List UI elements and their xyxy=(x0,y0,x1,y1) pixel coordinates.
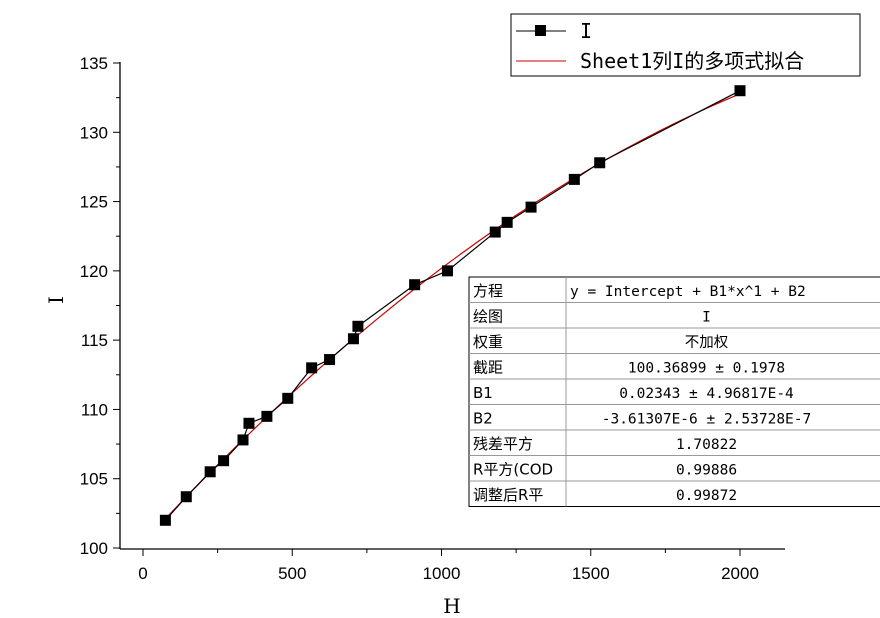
y-tick-label: 120 xyxy=(80,262,108,281)
data-point xyxy=(306,362,318,374)
y-tick-label: 130 xyxy=(80,123,108,142)
y-tick-label: 100 xyxy=(80,539,108,558)
data-point xyxy=(347,333,359,345)
table-row-value: 0.99886 xyxy=(676,463,737,479)
data-point xyxy=(204,466,216,478)
table-row-label: B2 xyxy=(473,410,493,428)
fit-curve xyxy=(164,93,741,520)
x-axis-title: H xyxy=(443,594,460,618)
x-tick-label: 0 xyxy=(138,564,147,583)
data-point xyxy=(594,157,606,169)
data-point xyxy=(159,514,171,526)
data-point xyxy=(409,279,421,291)
data-point xyxy=(734,85,746,97)
series-layer xyxy=(159,85,746,526)
table-row-value: 不加权 xyxy=(685,334,729,351)
data-point xyxy=(352,320,364,332)
legend-marker-series-i xyxy=(535,25,546,36)
x-tick-label: 1500 xyxy=(572,564,610,583)
table-row-value: 0.02343 ± 4.96817E-4 xyxy=(619,386,794,402)
data-point xyxy=(243,417,255,429)
table-row-label: 残差平方 xyxy=(473,435,533,453)
table-row-value: y = Intercept + B1*x^1 + B2 xyxy=(570,284,806,300)
data-point xyxy=(282,392,294,404)
y-tick-label: 135 xyxy=(80,54,108,73)
data-point xyxy=(441,265,453,277)
table-row-label: 权重 xyxy=(473,333,503,351)
table-row-value: I xyxy=(702,310,711,326)
y-tick-label: 115 xyxy=(81,331,108,350)
y-tick-label: 125 xyxy=(80,193,108,212)
table-row-label: B1 xyxy=(473,384,493,402)
x-tick-label: 500 xyxy=(278,564,306,583)
table-row-value: -3.61307E-6 ± 2.53728E-7 xyxy=(602,412,812,428)
table-row-value: 0.99872 xyxy=(676,488,737,504)
x-tick-label: 1000 xyxy=(423,564,461,583)
table-row-label: 绘图 xyxy=(473,308,503,326)
data-point xyxy=(568,173,580,185)
table-row-label: R平方(COD xyxy=(473,461,553,479)
y-tick-label: 105 xyxy=(80,470,108,489)
table-row-label: 调整后R平 xyxy=(473,486,543,504)
table-frame xyxy=(468,276,880,507)
table-row-value: 1.70822 xyxy=(676,437,737,453)
data-point xyxy=(525,201,537,213)
legend-label-fit: Sheet1列I的多项式拟合 xyxy=(580,49,804,73)
legend: I Sheet1列I的多项式拟合 xyxy=(510,13,861,77)
data-point xyxy=(237,434,249,446)
legend-label-series-i: I xyxy=(580,19,592,43)
ticks-layer: 0 500 1000 1500 2000 100 105 110 115 120 125 130 135 xyxy=(80,54,759,583)
table-row-label: 方程 xyxy=(473,282,503,300)
data-point xyxy=(180,491,192,503)
y-tick-label: 110 xyxy=(81,400,108,419)
x-tick-label: 2000 xyxy=(721,564,759,583)
y-axis-title: I xyxy=(44,296,68,304)
data-point xyxy=(261,410,273,422)
data-point xyxy=(501,216,513,228)
data-point xyxy=(218,455,230,467)
table-row-value: 100.36899 ± 0.1978 xyxy=(628,361,785,377)
legend-box xyxy=(510,13,861,77)
fit-layer xyxy=(164,93,741,520)
table-row-label: 截距 xyxy=(473,359,503,377)
data-point xyxy=(489,226,501,238)
data-point xyxy=(324,354,336,366)
